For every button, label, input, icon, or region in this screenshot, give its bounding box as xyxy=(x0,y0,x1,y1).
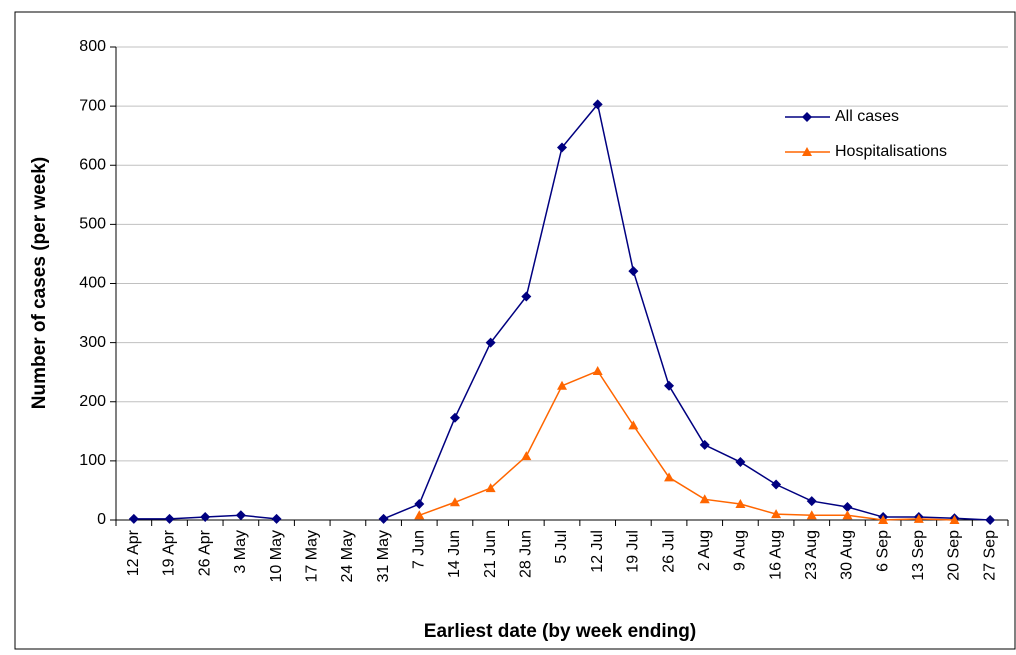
x-tick-label: 21 Jun xyxy=(482,530,499,578)
x-tick-label: 26 Jul xyxy=(660,530,677,573)
marker xyxy=(235,510,246,521)
marker xyxy=(771,509,782,519)
x-tick-label: 6 Sep xyxy=(874,530,891,572)
x-tick-label: 2 Aug xyxy=(696,530,713,571)
marker xyxy=(806,496,817,507)
x-tick-label: 14 Jun xyxy=(446,530,463,578)
marker xyxy=(557,380,567,390)
marker xyxy=(878,515,889,524)
marker xyxy=(735,457,746,468)
marker xyxy=(699,439,710,450)
x-tick-label: 12 Jul xyxy=(589,530,606,573)
marker xyxy=(699,494,710,504)
marker xyxy=(449,497,460,507)
marker xyxy=(802,147,812,156)
marker xyxy=(378,513,389,524)
series-line xyxy=(133,102,991,521)
chart-frame xyxy=(14,11,1016,650)
marker xyxy=(806,510,817,520)
y-tick-label: 0 xyxy=(97,511,106,528)
y-tick-label: 800 xyxy=(79,38,106,55)
marker xyxy=(557,142,567,153)
marker xyxy=(271,513,282,524)
marker xyxy=(802,112,812,122)
marker xyxy=(164,513,175,524)
marker xyxy=(414,499,425,510)
y-axis-title: Number of cases (per week) xyxy=(29,157,50,409)
marker xyxy=(949,515,960,524)
y-tick-label: 100 xyxy=(79,452,106,469)
marker xyxy=(485,483,496,493)
x-tick-label: 9 Aug xyxy=(732,530,749,571)
marker xyxy=(735,499,746,509)
y-tick-label: 500 xyxy=(79,216,106,233)
marker xyxy=(628,420,639,430)
y-tick-label: 400 xyxy=(79,275,106,292)
x-tick-label: 10 May xyxy=(268,530,285,582)
marker xyxy=(628,266,639,277)
x-tick-label: 30 Aug xyxy=(839,530,856,580)
marker xyxy=(985,515,996,525)
y-tick-label: 700 xyxy=(79,97,106,114)
x-axis-title: Earliest date (by week ending) xyxy=(424,621,696,642)
marker xyxy=(592,99,603,110)
x-tick-label: 16 Aug xyxy=(767,530,784,580)
marker xyxy=(128,513,139,524)
legend-label: All cases xyxy=(835,108,899,125)
marker xyxy=(771,479,782,490)
y-tick-label: 600 xyxy=(79,156,106,173)
marker xyxy=(842,501,853,512)
marker xyxy=(449,412,460,423)
x-tick-label: 27 Sep xyxy=(981,530,998,581)
marker xyxy=(414,510,425,520)
marker xyxy=(913,513,924,523)
x-tick-label: 19 Apr xyxy=(161,529,178,576)
x-tick-label: 7 Jun xyxy=(410,530,427,569)
series-line xyxy=(419,370,955,521)
x-tick-label: 5 Jul xyxy=(553,530,570,564)
x-tick-label: 26 Apr xyxy=(196,529,213,576)
marker xyxy=(521,291,532,302)
marker xyxy=(842,510,853,520)
x-tick-label: 3 May xyxy=(232,530,249,574)
x-tick-label: 28 Jun xyxy=(518,530,535,578)
x-tick-label: 13 Sep xyxy=(910,530,927,581)
x-tick-label: 12 Apr xyxy=(125,529,142,576)
marker xyxy=(521,451,532,461)
x-tick-label: 24 May xyxy=(339,530,356,582)
marker xyxy=(592,366,603,376)
x-tick-label: 20 Sep xyxy=(946,530,963,581)
marker xyxy=(485,337,496,348)
y-tick-label: 200 xyxy=(79,393,106,410)
y-tick-label: 300 xyxy=(79,334,106,351)
x-tick-label: 19 Jul xyxy=(625,530,642,573)
x-tick-label: 31 May xyxy=(375,530,392,582)
legend-label: Hospitalisations xyxy=(835,143,947,160)
marker xyxy=(664,472,675,482)
x-tick-label: 23 Aug xyxy=(803,530,820,580)
marker xyxy=(664,380,675,391)
marker xyxy=(200,512,211,523)
x-tick-label: 17 May xyxy=(303,530,320,582)
